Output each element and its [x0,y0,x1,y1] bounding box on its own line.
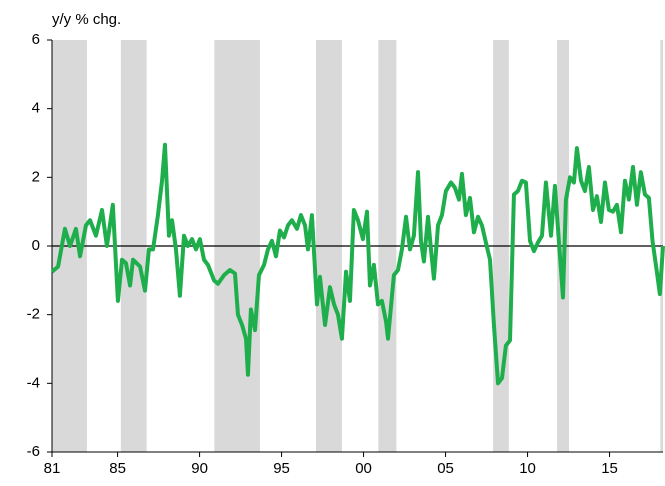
x-tick-label: 81 [44,460,61,477]
x-tick-label: 90 [191,460,208,477]
y-axis-label: y/y % chg. [52,11,121,28]
y-tick-label: 4 [32,100,40,117]
y-tick-label: 6 [32,31,40,48]
y-tick-label: -4 [27,374,40,391]
x-tick-label: 15 [601,460,618,477]
x-tick-label: 05 [437,460,454,477]
x-tick-label: 10 [519,460,536,477]
y-tick-label: -6 [27,443,40,460]
y-tick-label: 0 [32,237,40,254]
y-tick-label: 2 [32,168,40,185]
x-tick-label: 85 [109,460,126,477]
y-tick-label: -2 [27,306,40,323]
x-tick-label: 00 [355,460,372,477]
x-tick-label: 95 [273,460,290,477]
data-line [50,142,665,386]
